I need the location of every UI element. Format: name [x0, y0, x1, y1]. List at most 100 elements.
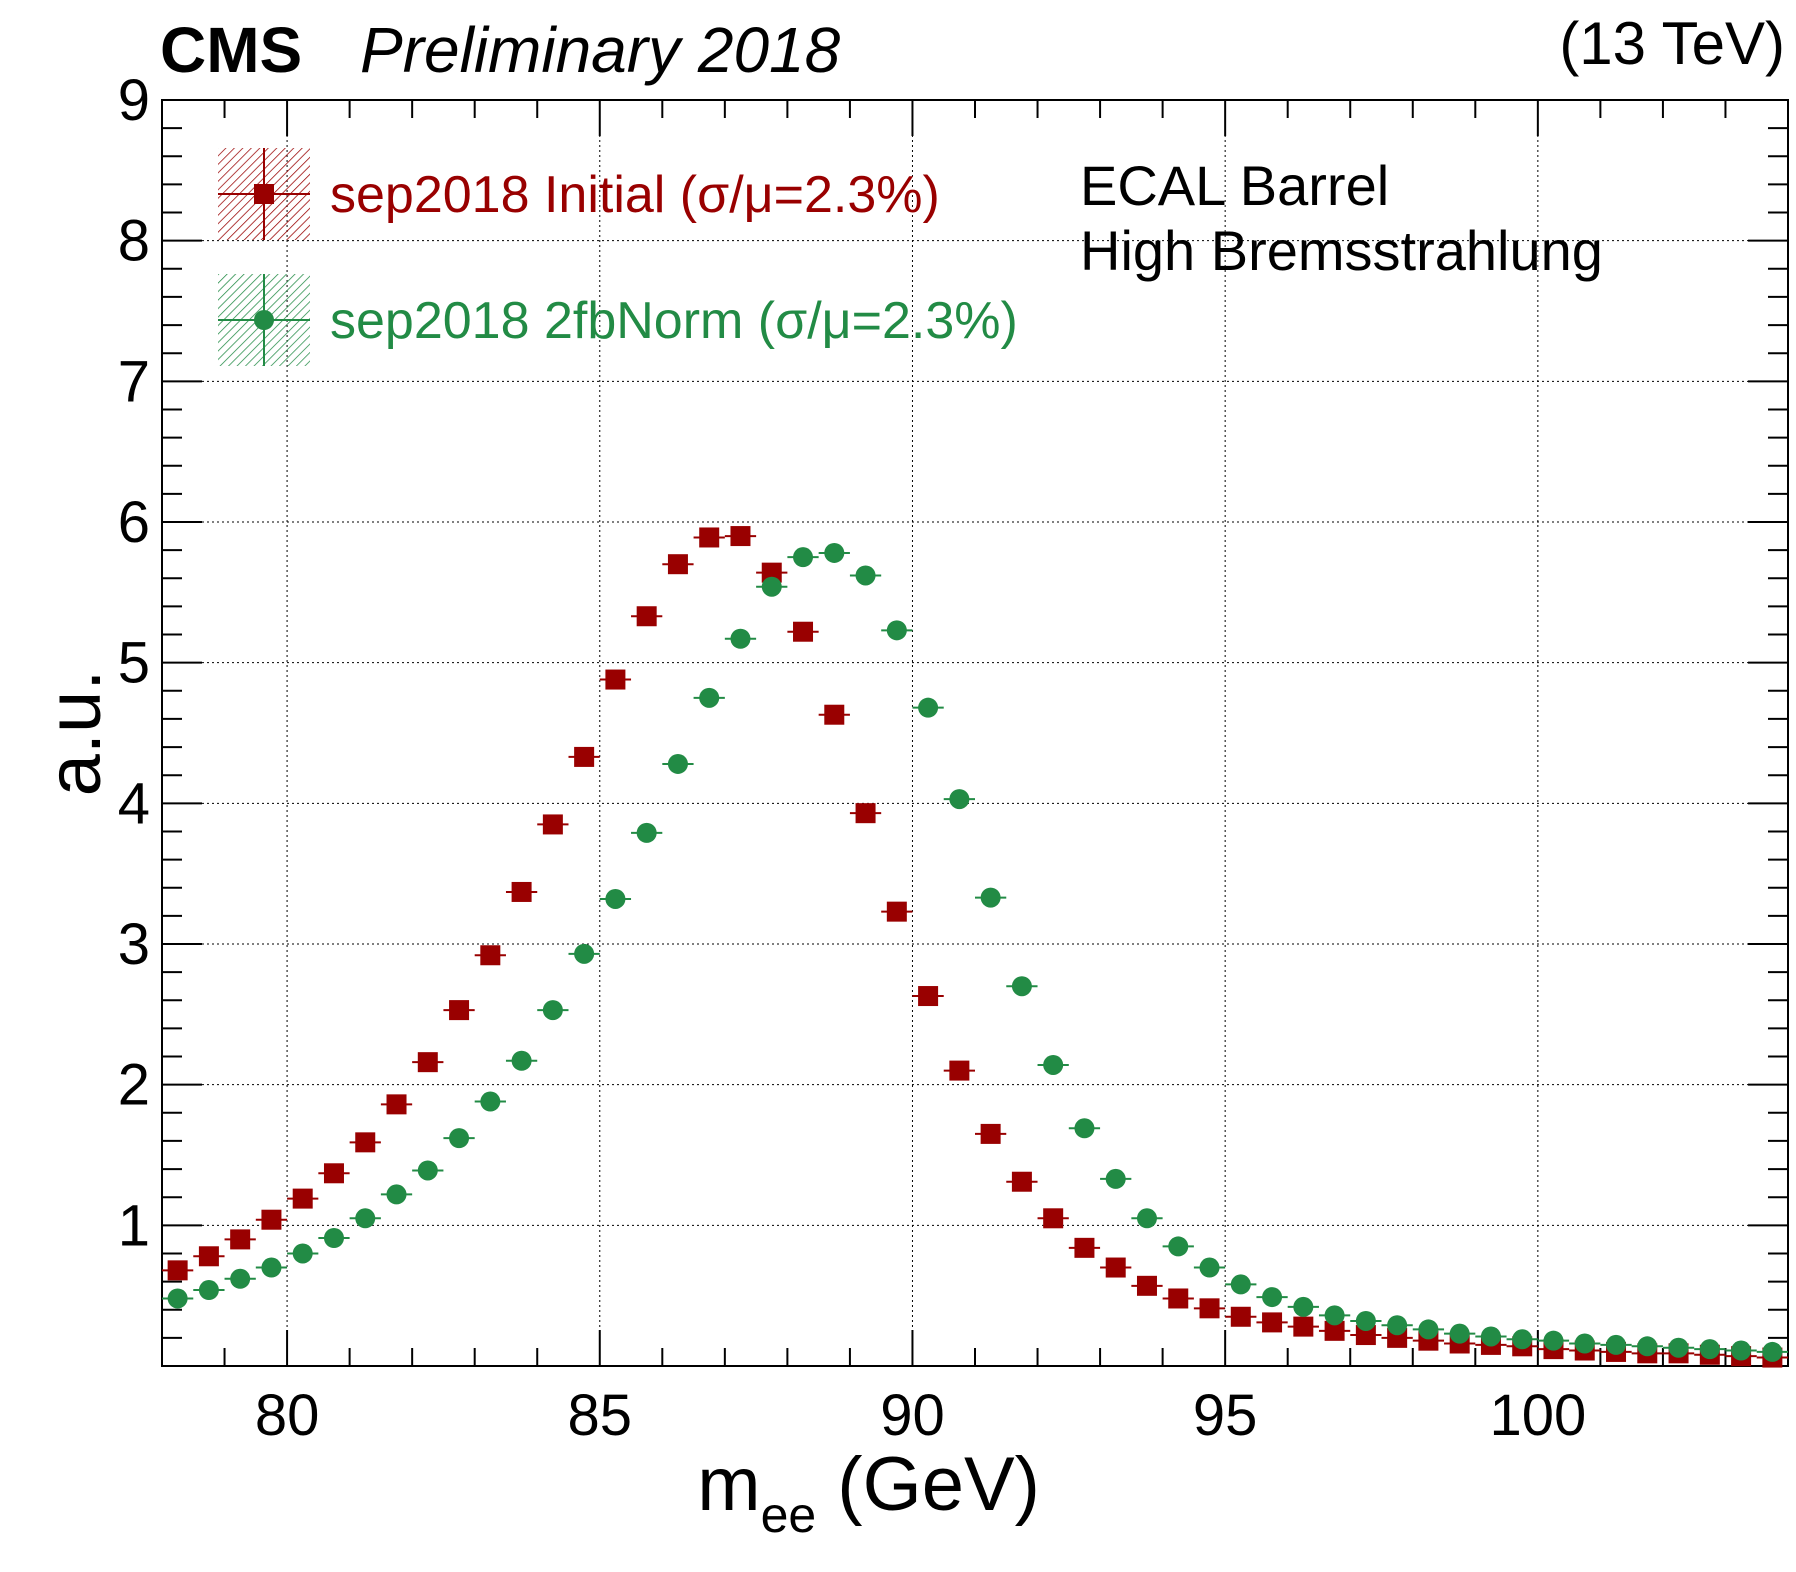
data-point-circle: [699, 687, 720, 708]
axis-ticks: [161, 99, 1789, 1366]
tick-labels: 80 85 90 95 100 1 2 3 4 5 6 7 8 9: [118, 68, 1587, 1448]
data-point-circle: [730, 628, 751, 649]
data-points: [162, 526, 1788, 1368]
series-1: [162, 542, 1788, 1362]
data-point-square: [636, 606, 657, 627]
data-point-circle: [1606, 1334, 1627, 1355]
data-point-circle: [793, 547, 814, 568]
data-point-circle: [449, 1128, 470, 1149]
data-point-circle: [636, 822, 657, 843]
x-tick-label: 80: [255, 1383, 320, 1448]
data-point-circle: [1387, 1315, 1408, 1336]
y-axis-title: a.u.: [32, 670, 117, 797]
y-tick-label: 9: [118, 68, 150, 133]
annotation-line2: High Bremsstrahlung: [1080, 219, 1603, 282]
data-point-square: [323, 1163, 344, 1184]
data-point-square: [1199, 1298, 1220, 1319]
data-point-circle: [261, 1257, 282, 1278]
data-point-square: [1105, 1257, 1126, 1278]
data-point-circle: [980, 887, 1001, 908]
data-point-circle: [918, 697, 939, 718]
data-point-square: [886, 901, 907, 922]
data-point-circle: [1324, 1305, 1345, 1326]
energy-label: (13 TeV): [1559, 10, 1785, 77]
data-point-circle: [1418, 1319, 1439, 1340]
data-point-circle: [1637, 1336, 1658, 1357]
data-point-square: [1011, 1171, 1032, 1192]
x-axis-title-unit: (GeV): [816, 1442, 1040, 1527]
data-point-square: [730, 526, 751, 547]
legend-entry-initial: sep2018 Initial (σ/μ=2.3%): [218, 148, 940, 240]
data-point-circle: [1543, 1330, 1564, 1351]
data-point-circle: [1762, 1341, 1783, 1362]
legend-entry-2fbnorm: sep2018 2fbNorm (σ/μ=2.3%): [218, 274, 1018, 366]
data-point-circle: [1574, 1333, 1595, 1354]
y-tick-label: 1: [118, 1193, 150, 1258]
x-tick-label: 95: [1193, 1383, 1258, 1448]
experiment-label: CMS: [160, 14, 302, 86]
data-point-circle: [230, 1268, 251, 1289]
legend-marker-initial: [254, 184, 274, 204]
data-point-square: [198, 1246, 219, 1267]
y-tick-label: 5: [118, 631, 150, 696]
data-point-circle: [1168, 1236, 1189, 1257]
data-point-circle: [1512, 1329, 1533, 1350]
data-point-square: [511, 881, 532, 902]
data-point-square: [261, 1209, 282, 1230]
data-point-circle: [761, 576, 782, 597]
y-tick-label: 6: [118, 490, 150, 555]
data-point-circle: [1668, 1337, 1689, 1358]
data-point-circle: [1011, 976, 1032, 997]
data-point-circle: [1136, 1208, 1157, 1229]
annotation-line1: ECAL Barrel: [1080, 154, 1389, 217]
legend: sep2018 Initial (σ/μ=2.3%) sep2018 2fbNo…: [218, 148, 1018, 366]
data-point-square: [542, 814, 563, 835]
data-point-circle: [1293, 1296, 1314, 1317]
data-point-circle: [1074, 1118, 1095, 1139]
data-point-circle: [292, 1243, 313, 1264]
data-point-circle: [886, 620, 907, 641]
x-axis-title-sub: ee: [761, 1487, 817, 1543]
data-point-square: [824, 704, 845, 725]
grid: [162, 99, 1788, 1366]
legend-label-2fbnorm: sep2018 2fbNorm (σ/μ=2.3%): [330, 292, 1018, 350]
data-point-square: [918, 986, 939, 1007]
y-tick-label: 7: [118, 349, 150, 414]
data-point-square: [1293, 1316, 1314, 1337]
y-tick-label: 8: [118, 209, 150, 274]
status-label: Preliminary 2018: [360, 14, 841, 86]
data-point-circle: [1699, 1339, 1720, 1360]
data-point-square: [292, 1188, 313, 1209]
data-point-circle: [1199, 1257, 1220, 1278]
x-tick-label: 100: [1489, 1383, 1586, 1448]
y-tick-label: 2: [118, 1053, 150, 1118]
y-tick-label: 4: [118, 771, 150, 836]
series-0: [162, 526, 1788, 1368]
data-point-square: [667, 554, 688, 575]
data-point-circle: [855, 565, 876, 586]
data-point-circle: [1731, 1340, 1752, 1361]
data-point-square: [1074, 1237, 1095, 1258]
data-point-square: [1355, 1325, 1376, 1346]
data-point-circle: [542, 1000, 563, 1021]
legend-marker-2fbnorm: [254, 310, 274, 330]
data-point-square: [1262, 1312, 1283, 1333]
y-tick-label: 3: [118, 912, 150, 977]
data-point-circle: [323, 1227, 344, 1248]
data-point-square: [574, 746, 595, 767]
data-point-square: [480, 945, 501, 966]
data-point-circle: [167, 1288, 188, 1309]
data-point-square: [605, 669, 626, 690]
x-tick-label: 90: [880, 1383, 945, 1448]
data-point-square: [1043, 1208, 1064, 1229]
data-point-circle: [386, 1184, 407, 1205]
data-point-square: [1136, 1275, 1157, 1296]
data-point-circle: [1355, 1310, 1376, 1331]
data-point-square: [1324, 1320, 1345, 1341]
data-point-circle: [1043, 1054, 1064, 1075]
data-point-circle: [1449, 1323, 1470, 1344]
data-point-circle: [949, 789, 970, 810]
legend-label-initial: sep2018 Initial (σ/μ=2.3%): [330, 166, 940, 224]
data-point-square: [1230, 1306, 1251, 1327]
